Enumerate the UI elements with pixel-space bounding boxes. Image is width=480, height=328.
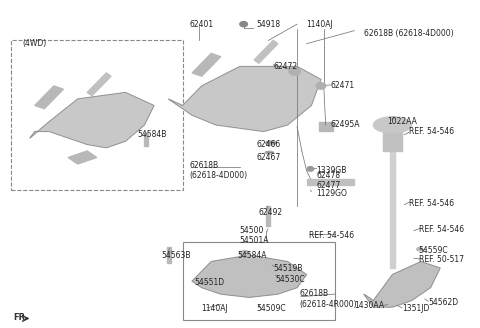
Bar [182,242,335,320]
Polygon shape [68,151,97,164]
Ellipse shape [265,141,276,145]
Polygon shape [319,122,333,132]
Polygon shape [254,40,278,63]
Text: 54563B: 54563B [161,251,191,259]
Polygon shape [168,67,321,132]
Text: 1430AA: 1430AA [354,301,384,310]
Text: 1140AJ: 1140AJ [307,20,333,29]
Text: REF. 54-546: REF. 54-546 [419,225,464,234]
Text: 62472: 62472 [273,62,297,71]
Polygon shape [144,133,148,146]
Text: REF. 54-546: REF. 54-546 [309,231,354,240]
Polygon shape [87,73,111,96]
Circle shape [289,68,300,75]
Text: 54500
54501A: 54500 54501A [240,226,269,245]
Text: 54562D: 54562D [428,298,458,307]
Polygon shape [35,86,63,109]
Text: 54519B: 54519B [273,264,302,273]
Ellipse shape [391,117,396,120]
Text: 62492: 62492 [259,208,283,217]
Ellipse shape [373,117,411,133]
Polygon shape [192,53,221,76]
Ellipse shape [265,151,274,154]
Polygon shape [30,92,154,148]
Text: 1339GB: 1339GB [316,166,347,175]
Text: 62401: 62401 [190,20,214,29]
Text: 62618B
(62618-4D000): 62618B (62618-4D000) [190,161,248,180]
Text: 62495A: 62495A [330,120,360,130]
Text: 1022AA: 1022AA [388,117,418,126]
Text: 54509C: 54509C [256,304,286,313]
Text: 62467: 62467 [256,153,281,162]
Circle shape [307,167,314,171]
Text: 62618B (62618-4D000): 62618B (62618-4D000) [364,30,454,38]
Polygon shape [266,206,270,226]
Text: 1351JD: 1351JD [402,304,429,313]
Ellipse shape [381,305,385,307]
Polygon shape [307,179,354,185]
Text: 54551D: 54551D [194,278,225,287]
Text: 54584A: 54584A [238,251,267,259]
Text: 1140AJ: 1140AJ [202,304,228,313]
Text: REF. 54-546: REF. 54-546 [409,127,454,136]
Text: 54584B: 54584B [137,130,167,139]
Text: 54918: 54918 [256,20,281,29]
Text: (4WD): (4WD) [23,39,47,48]
Polygon shape [383,125,402,151]
Polygon shape [168,247,171,263]
Text: 62471: 62471 [330,81,355,91]
Circle shape [316,83,325,89]
Text: 1129GO: 1129GO [316,189,347,198]
Text: 54559C: 54559C [419,246,448,255]
Text: 54530C: 54530C [276,275,305,284]
Polygon shape [390,148,395,268]
Text: 62466: 62466 [256,140,281,149]
Ellipse shape [417,248,422,251]
Polygon shape [192,255,307,297]
Polygon shape [364,261,440,307]
Ellipse shape [240,251,250,256]
Text: REF. 50-517: REF. 50-517 [419,256,464,264]
Text: REF. 54-546: REF. 54-546 [409,198,454,208]
Text: 62478
62477: 62478 62477 [316,171,340,190]
Circle shape [240,22,248,27]
Text: FR: FR [13,313,25,322]
Text: 62618B
(62618-4R000): 62618B (62618-4R000) [300,289,357,309]
Bar [11,40,182,190]
